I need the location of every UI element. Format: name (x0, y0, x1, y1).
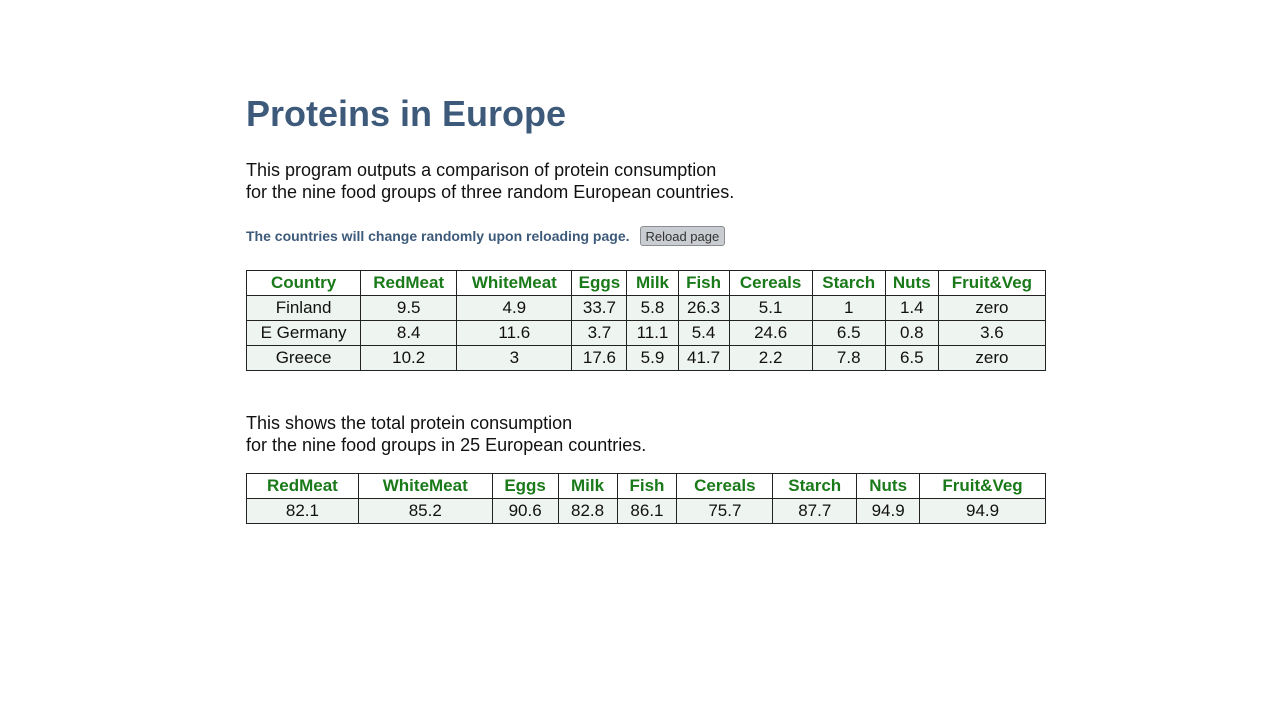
comparison-cell: 5.8 (626, 295, 679, 321)
comparison-cell: E Germany (245, 320, 362, 346)
totals-intro-line-2: for the nine food groups in 25 European … (246, 435, 647, 455)
totals-cell: 90.6 (491, 498, 559, 524)
intro-text: This program outputs a comparison of pro… (246, 159, 734, 203)
comparison-header-cell: Fish (677, 270, 730, 296)
totals-header-cell: RedMeat (246, 473, 359, 499)
comparison-cell: 26.3 (677, 295, 730, 321)
intro-line-2: for the nine food groups of three random… (246, 182, 735, 202)
comparison-cell: 41.7 (677, 345, 730, 371)
comparison-cell: 10.2 (360, 345, 458, 371)
totals-intro-line-1: This shows the total protein consumption (246, 413, 573, 433)
comparison-cell: 3.7 (571, 320, 628, 346)
comparison-cell: 2.2 (728, 345, 813, 371)
comparison-cell: 5.1 (728, 295, 813, 321)
totals-header-cell: Fruit&Veg (919, 473, 1046, 499)
comparison-cell: Greece (245, 345, 362, 371)
totals-cell: 82.8 (557, 498, 618, 524)
comparison-cell: 7.8 (811, 345, 886, 371)
reload-note: The countries will change randomly upon … (246, 228, 630, 244)
totals-intro-text: This shows the total protein consumption… (246, 412, 646, 456)
totals-cell: 85.2 (357, 498, 493, 524)
comparison-table: Country RedMeat WhiteMeat Eggs Milk Fish Cerea… (245, 270, 1047, 371)
comparison-header-cell: Nuts (884, 270, 939, 296)
comparison-cell: zero (937, 345, 1047, 371)
comparison-header-row: Country RedMeat WhiteMeat Eggs Milk Fish Cerea… (245, 270, 1047, 296)
comparison-cell: zero (937, 295, 1047, 321)
comparison-cell: 6.5 (884, 345, 939, 371)
table-row: Greece 10.2 3 17.6 5.9 41.7 2.2 7.8 6.5 zero (245, 345, 1047, 371)
totals-cell: 87.7 (772, 498, 858, 524)
comparison-cell: 11.1 (626, 320, 679, 346)
comparison-header-cell: Eggs (571, 270, 628, 296)
table-row: 82.1 85.2 90.6 82.8 86.1 75.7 87.7 94.9 94.9 (246, 498, 1046, 524)
comparison-cell: 33.7 (571, 295, 628, 321)
totals-body: 82.1 85.2 90.6 82.8 86.1 75.7 87.7 94.9 94.9 (246, 498, 1046, 524)
comparison-header-cell: Starch (811, 270, 886, 296)
reload-row: The countries will change randomly upon … (246, 226, 726, 246)
comparison-body: Finland 9.5 4.9 33.7 5.8 26.3 5.1 1 1.4 zero E Ger… (245, 295, 1047, 371)
totals-header-cell: WhiteMeat (357, 473, 493, 499)
totals-header-cell: Fish (616, 473, 678, 499)
comparison-header-cell: Country (245, 270, 362, 296)
totals-header-cell: Milk (557, 473, 618, 499)
totals-header-cell: Nuts (856, 473, 921, 499)
intro-line-1: This program outputs a comparison of pro… (246, 160, 717, 180)
totals-cell: 82.1 (246, 498, 359, 524)
comparison-cell: 5.4 (677, 320, 730, 346)
totals-cell: 94.9 (856, 498, 921, 524)
comparison-cell: 5.9 (626, 345, 679, 371)
comparison-cell: 8.4 (360, 320, 458, 346)
totals-header-cell: Starch (772, 473, 858, 499)
comparison-header-cell: Cereals (728, 270, 813, 296)
totals-header-cell: Eggs (491, 473, 559, 499)
comparison-cell: 9.5 (360, 295, 458, 321)
comparison-cell: 1 (811, 295, 886, 321)
comparison-cell: 3.6 (937, 320, 1047, 346)
comparison-cell: 3 (456, 345, 573, 371)
table-row: Finland 9.5 4.9 33.7 5.8 26.3 5.1 1 1.4 zero (245, 295, 1047, 321)
table-row: E Germany 8.4 11.6 3.7 11.1 5.4 24.6 6.5 0.8 3.6 (245, 320, 1047, 346)
totals-cell: 75.7 (676, 498, 774, 524)
totals-header-row: RedMeat WhiteMeat Eggs Milk Fish Cereals Starc… (246, 473, 1046, 499)
totals-cell: 86.1 (616, 498, 678, 524)
comparison-cell: 24.6 (728, 320, 813, 346)
page-title: Proteins in Europe (246, 93, 567, 134)
comparison-cell: 0.8 (884, 320, 939, 346)
comparison-header-cell: Milk (626, 270, 679, 296)
comparison-cell: 11.6 (456, 320, 573, 346)
reload-page-button[interactable]: Reload page (639, 226, 726, 246)
comparison-cell: 4.9 (456, 295, 573, 321)
totals-header-cell: Cereals (676, 473, 774, 499)
comparison-cell: 1.4 (884, 295, 939, 321)
comparison-cell: 17.6 (571, 345, 628, 371)
comparison-header-cell: Fruit&Veg (937, 270, 1047, 296)
comparison-cell: Finland (245, 295, 362, 321)
totals-table: RedMeat WhiteMeat Eggs Milk Fish Cereals Starc… (246, 473, 1046, 524)
comparison-cell: 6.5 (811, 320, 886, 346)
comparison-header-cell: WhiteMeat (456, 270, 573, 296)
totals-cell: 94.9 (919, 498, 1046, 524)
comparison-header-cell: RedMeat (360, 270, 458, 296)
